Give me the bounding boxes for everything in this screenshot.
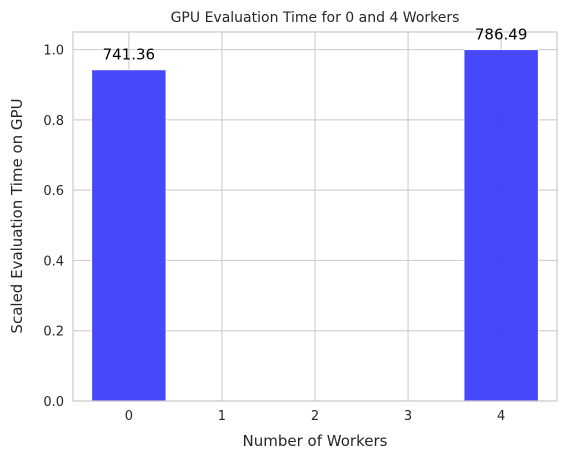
y-tick-label: 0.8 xyxy=(43,114,64,129)
bar xyxy=(463,49,539,402)
chart-title: GPU Evaluation Time for 0 and 4 Workers xyxy=(171,10,460,26)
bars xyxy=(91,49,539,402)
tick-labels: 0 1 2 3 4 0.0 0.2 0.4 0.6 0.8 1.0 xyxy=(43,44,505,424)
bar xyxy=(91,69,167,402)
x-axis-label: Number of Workers xyxy=(243,432,388,450)
y-tick-label: 0.4 xyxy=(43,254,64,269)
x-tick-label: 0 xyxy=(125,409,133,424)
y-tick-label: 1.0 xyxy=(43,44,64,59)
y-tick-label: 0.6 xyxy=(43,184,64,199)
x-tick-label: 2 xyxy=(311,409,319,424)
x-tick-label: 4 xyxy=(497,409,505,424)
plot-frame xyxy=(72,31,558,402)
bar-value-label: 741.36 xyxy=(103,46,156,64)
axes-spine xyxy=(72,31,558,402)
data-labels: 741.36 786.49 xyxy=(103,26,528,64)
y-tick-label: 0.2 xyxy=(43,325,64,340)
x-tick-label: 3 xyxy=(404,409,412,424)
y-tick-label: 0.0 xyxy=(43,395,64,410)
y-axis-label: Scaled Evaluation Time on GPU xyxy=(8,98,26,333)
x-tick-label: 1 xyxy=(218,409,226,424)
bar-value-label: 786.49 xyxy=(475,26,528,44)
